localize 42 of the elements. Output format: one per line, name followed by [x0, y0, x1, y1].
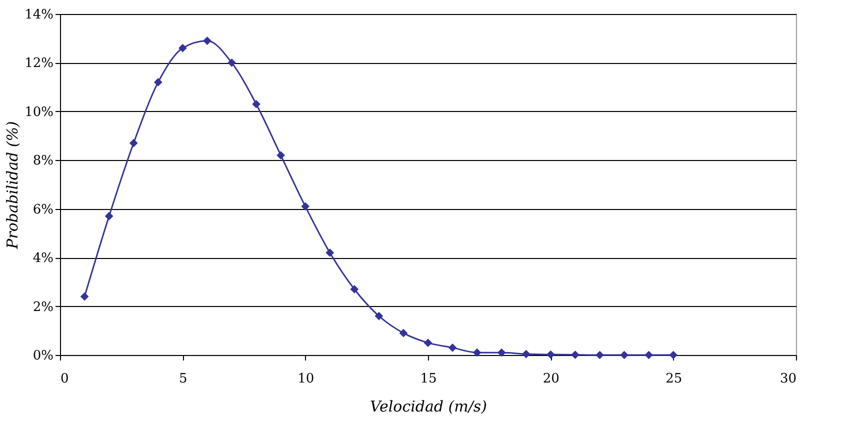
- point: [669, 350, 678, 360]
- point: [178, 44, 187, 52]
- x-tick-label: 10: [298, 372, 314, 386]
- y-tick-label: 12%: [24, 56, 54, 72]
- point: [129, 138, 138, 148]
- x-tick-label: 5: [179, 372, 188, 386]
- x-axis-title: Velocidad (m/s): [370, 398, 488, 416]
- point: [620, 350, 628, 360]
- point: [301, 202, 310, 211]
- point: [326, 248, 334, 257]
- y-tick-label: 10%: [24, 104, 54, 120]
- point: [154, 78, 162, 86]
- y-tick-label: 2%: [32, 300, 54, 315]
- point: [228, 58, 236, 67]
- point: [203, 36, 212, 45]
- point: [399, 328, 408, 338]
- point: [546, 350, 555, 359]
- point: [596, 350, 604, 360]
- y-axis-title: Probabilidad (%): [4, 121, 22, 250]
- point: [571, 350, 580, 359]
- x-tick-label: 25: [666, 372, 682, 386]
- point: [80, 292, 89, 301]
- point: [448, 344, 457, 352]
- point: [374, 312, 384, 320]
- point: [424, 338, 432, 348]
- point: [252, 100, 260, 108]
- x-tick-label: 0: [60, 372, 69, 386]
- x-tick-label: 30: [780, 372, 796, 386]
- x-tick-label: 15: [420, 372, 437, 386]
- point: [522, 350, 530, 358]
- y-tick-label: 6%: [32, 202, 54, 218]
- point: [350, 285, 359, 294]
- point: [276, 151, 285, 160]
- y-tick-label: 14%: [24, 8, 54, 22]
- y-tick-label: 8%: [32, 154, 54, 169]
- y-tick-label: 0%: [32, 348, 54, 364]
- point: [104, 212, 114, 220]
- y-tick-label: 4%: [32, 251, 54, 266]
- x-tick-label: 20: [542, 372, 560, 386]
- point: [497, 348, 506, 357]
- point: [472, 348, 482, 357]
- point: [644, 350, 653, 360]
